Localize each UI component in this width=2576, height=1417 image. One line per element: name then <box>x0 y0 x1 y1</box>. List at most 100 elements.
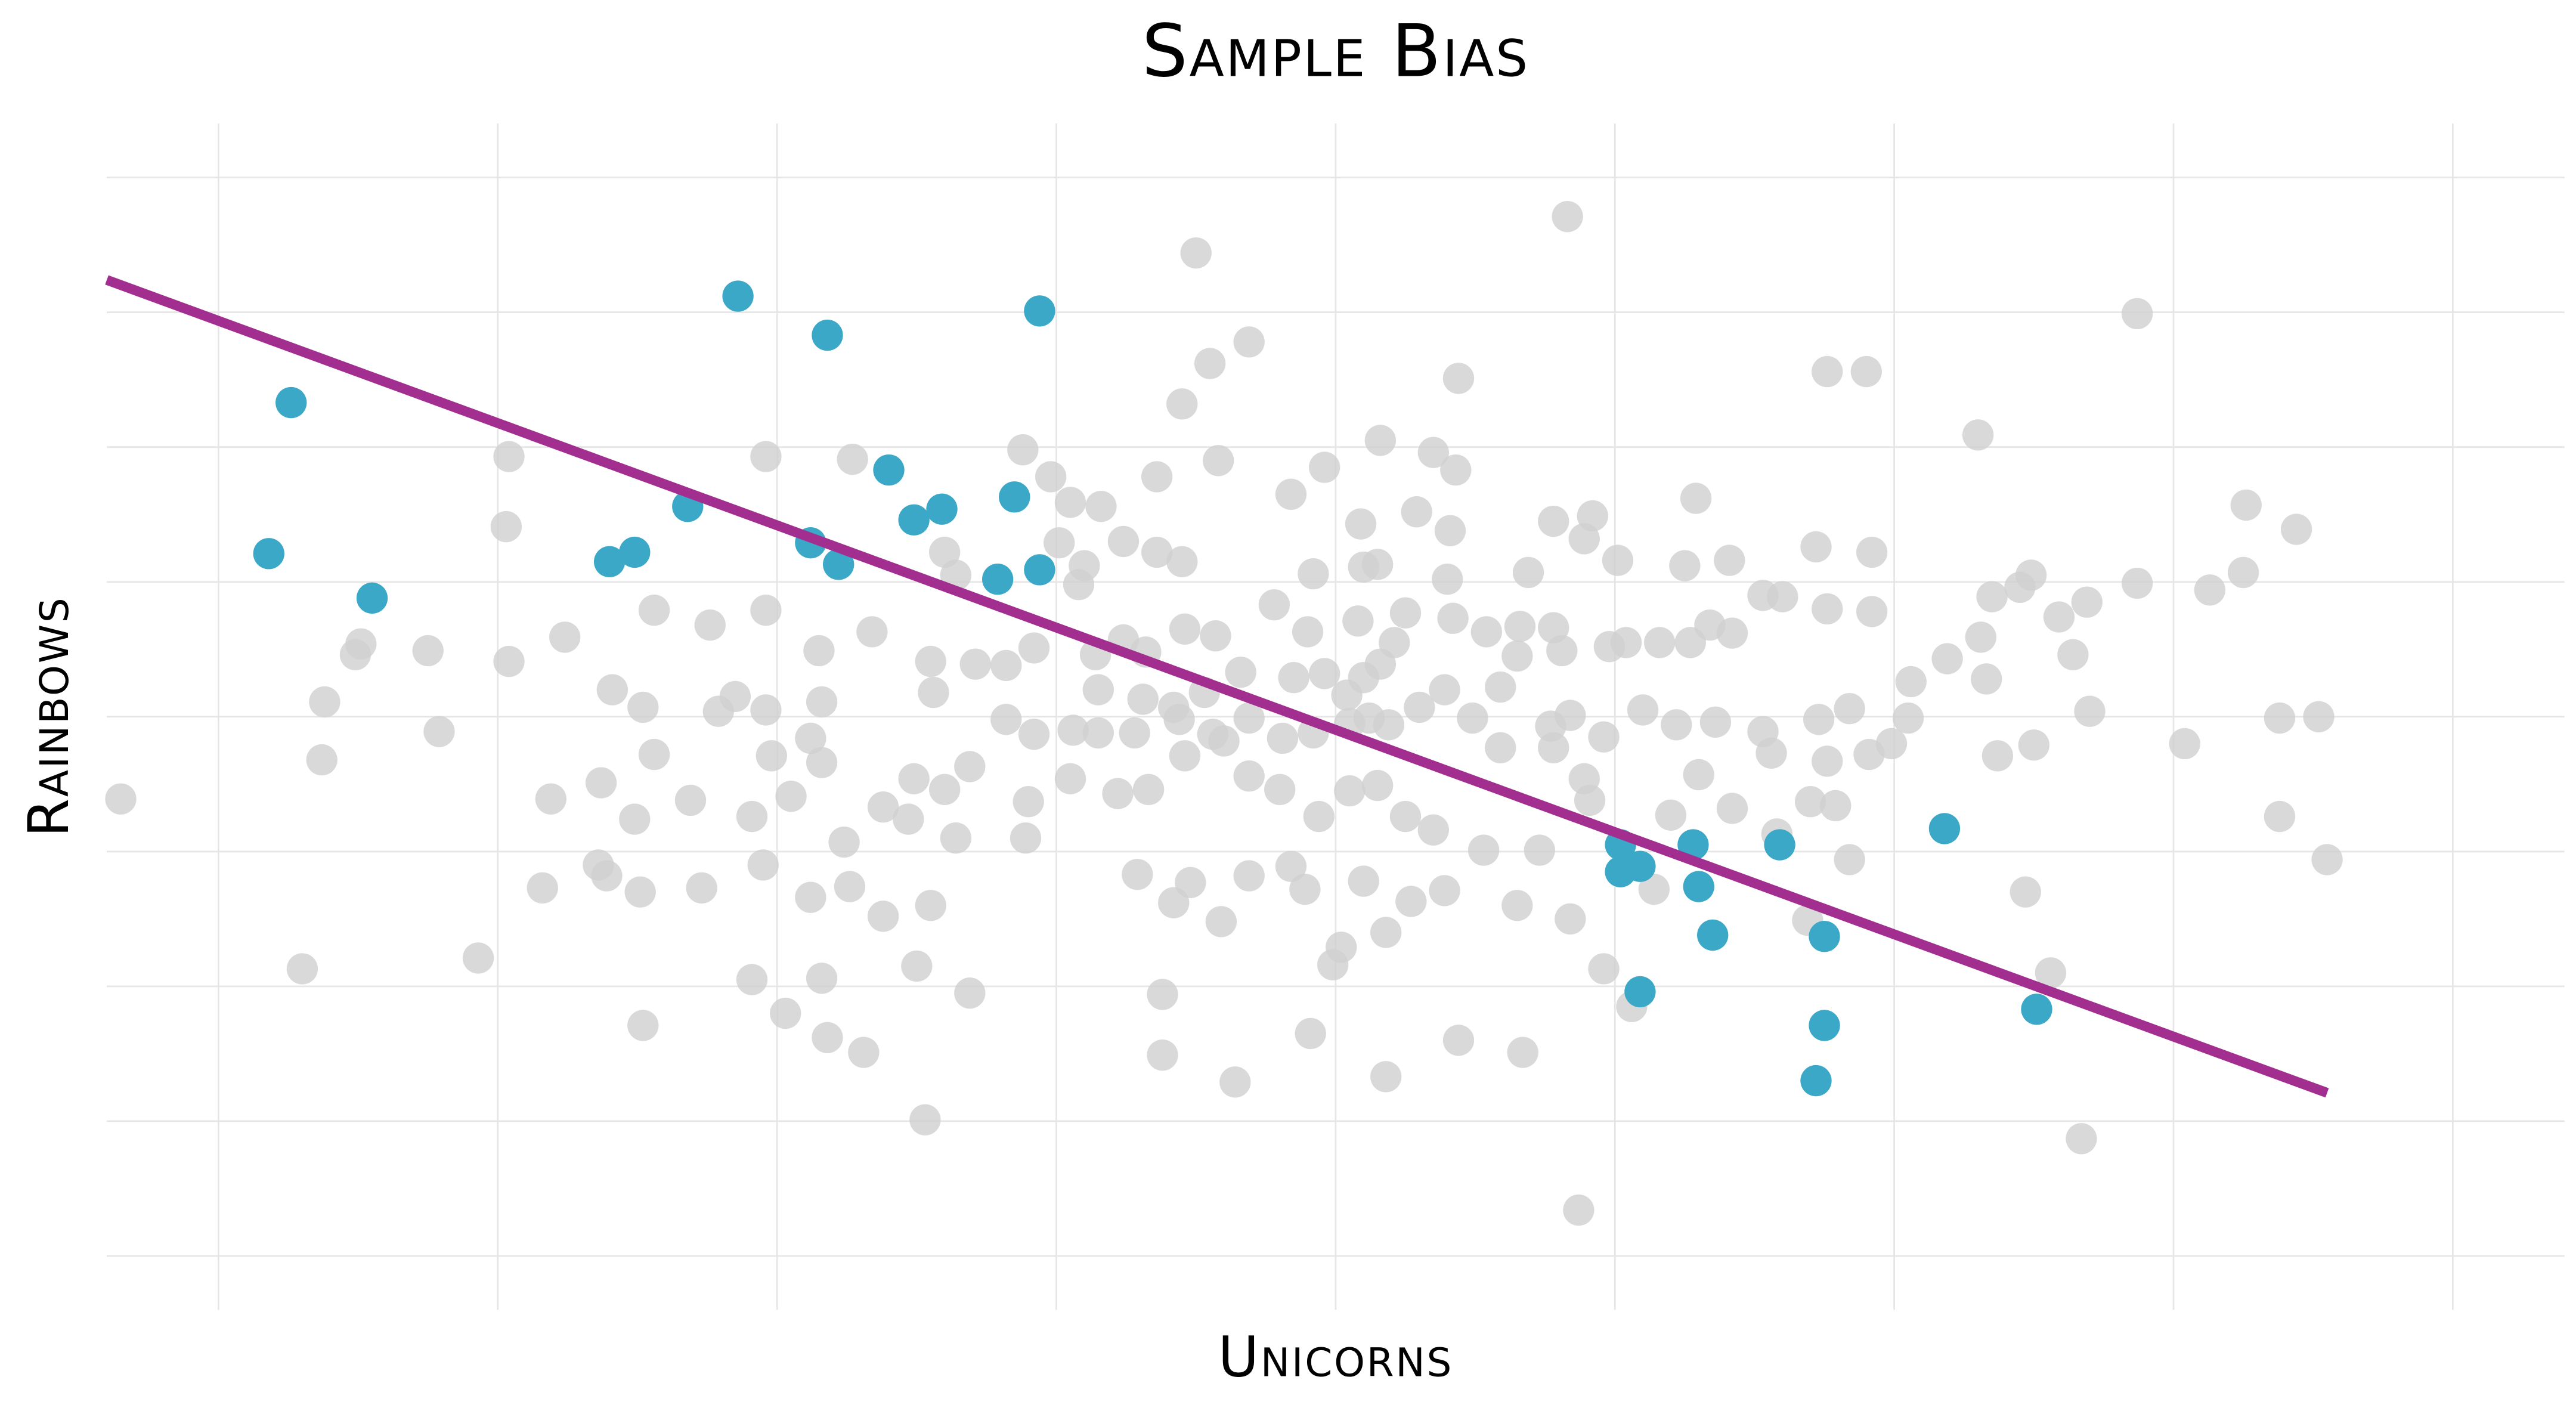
point <box>1638 873 1670 905</box>
point <box>873 454 905 486</box>
point <box>1082 674 1114 706</box>
point <box>105 783 137 815</box>
point <box>1931 643 1963 675</box>
point <box>1219 1066 1251 1098</box>
point <box>736 964 768 995</box>
point <box>867 901 899 932</box>
point <box>1326 932 1357 963</box>
point <box>812 1022 843 1053</box>
point <box>1334 775 1366 807</box>
point <box>1976 581 2008 612</box>
point <box>806 963 838 994</box>
point <box>309 686 340 718</box>
point <box>736 800 768 833</box>
point <box>1507 1037 1538 1068</box>
point <box>1555 700 1586 731</box>
point <box>1024 554 1055 586</box>
point <box>1624 850 1656 882</box>
point <box>1233 860 1265 892</box>
point <box>2121 298 2153 330</box>
point <box>1275 850 1307 882</box>
point <box>1054 487 1086 518</box>
point <box>1295 1017 1326 1050</box>
point <box>1264 774 1296 806</box>
point <box>1809 1010 1840 1041</box>
point <box>1627 694 1659 726</box>
point <box>1429 875 1460 906</box>
point <box>275 386 307 419</box>
point <box>686 872 717 904</box>
point <box>1417 437 1449 468</box>
point <box>1714 544 1745 576</box>
point <box>2264 800 2296 833</box>
point <box>909 1104 941 1136</box>
point <box>1044 527 1075 559</box>
point <box>593 546 626 577</box>
point <box>1389 597 1422 629</box>
point <box>2230 489 2262 521</box>
point <box>1132 774 1165 806</box>
point <box>1069 550 1100 581</box>
x-axis-title: Unicorns <box>1218 1325 1454 1390</box>
point <box>462 942 494 974</box>
point <box>1233 760 1265 792</box>
point <box>1538 612 1569 643</box>
point <box>1437 602 1469 634</box>
point <box>596 674 628 706</box>
point <box>527 872 558 904</box>
point <box>1555 903 1586 935</box>
point <box>694 609 726 641</box>
point <box>893 803 924 835</box>
point <box>1965 621 1996 653</box>
point <box>1895 666 1927 698</box>
point <box>1147 1039 1178 1071</box>
point <box>982 564 1014 595</box>
point <box>1018 718 1050 750</box>
point <box>535 783 566 815</box>
point <box>627 1010 659 1041</box>
point <box>619 803 651 835</box>
point <box>1225 657 1256 688</box>
point <box>1470 616 1502 648</box>
point <box>750 694 782 726</box>
point <box>1166 546 1198 577</box>
point <box>423 716 455 747</box>
point <box>1158 691 1190 723</box>
point <box>747 849 779 881</box>
point <box>412 635 444 667</box>
point <box>990 649 1022 682</box>
point <box>1767 581 1798 612</box>
point <box>1809 921 1840 952</box>
point <box>1563 1194 1594 1226</box>
point <box>1971 663 2002 695</box>
point <box>1194 348 1226 379</box>
point <box>1267 722 1299 754</box>
point <box>1602 544 1634 576</box>
point <box>1800 1065 1832 1097</box>
point <box>1850 355 1882 388</box>
point <box>1364 425 1397 456</box>
point <box>1141 536 1173 568</box>
point <box>1205 906 1237 938</box>
point <box>1834 844 1865 875</box>
point <box>1677 829 1709 861</box>
point <box>2010 876 2041 908</box>
point <box>1538 505 1569 537</box>
point <box>940 822 972 854</box>
point <box>1082 717 1114 749</box>
point <box>1180 237 1212 269</box>
point <box>627 691 659 723</box>
point <box>1669 550 1701 581</box>
point <box>1342 605 1374 637</box>
point <box>806 686 838 718</box>
point <box>619 536 651 568</box>
point <box>1981 740 2014 772</box>
point <box>795 722 826 754</box>
point <box>795 881 826 913</box>
point <box>2227 556 2259 589</box>
point <box>1370 917 1402 948</box>
point <box>1258 589 1290 621</box>
point <box>750 441 782 472</box>
